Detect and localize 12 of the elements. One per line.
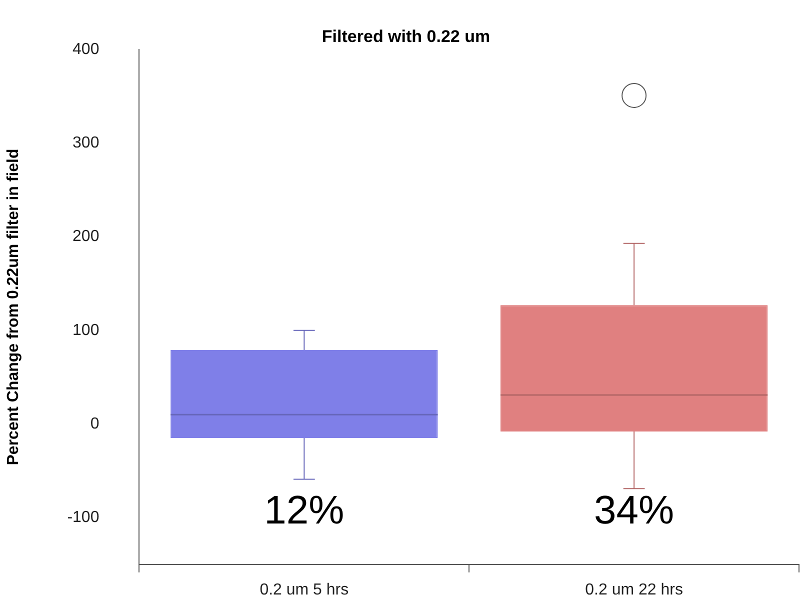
y-axis-title: Percent Change from 0.22um filter in field xyxy=(5,148,22,466)
y-tick-label: 100 xyxy=(72,322,100,339)
y-tick-label: -100 xyxy=(67,509,100,526)
y-tick-label: 300 xyxy=(72,134,100,152)
y-tick-label: 400 xyxy=(72,41,100,58)
y-tick-label: 200 xyxy=(72,228,100,246)
chart-title: Filtered with 0.22 um xyxy=(322,27,490,46)
x-tick-label: 0.2 um 22 hrs xyxy=(585,581,683,598)
x-tick-label: 0.2 um 5 hrs xyxy=(260,581,349,598)
annotation: 12% xyxy=(264,488,344,532)
annotation: 34% xyxy=(594,488,674,532)
y-tick-label: 0 xyxy=(90,415,100,432)
